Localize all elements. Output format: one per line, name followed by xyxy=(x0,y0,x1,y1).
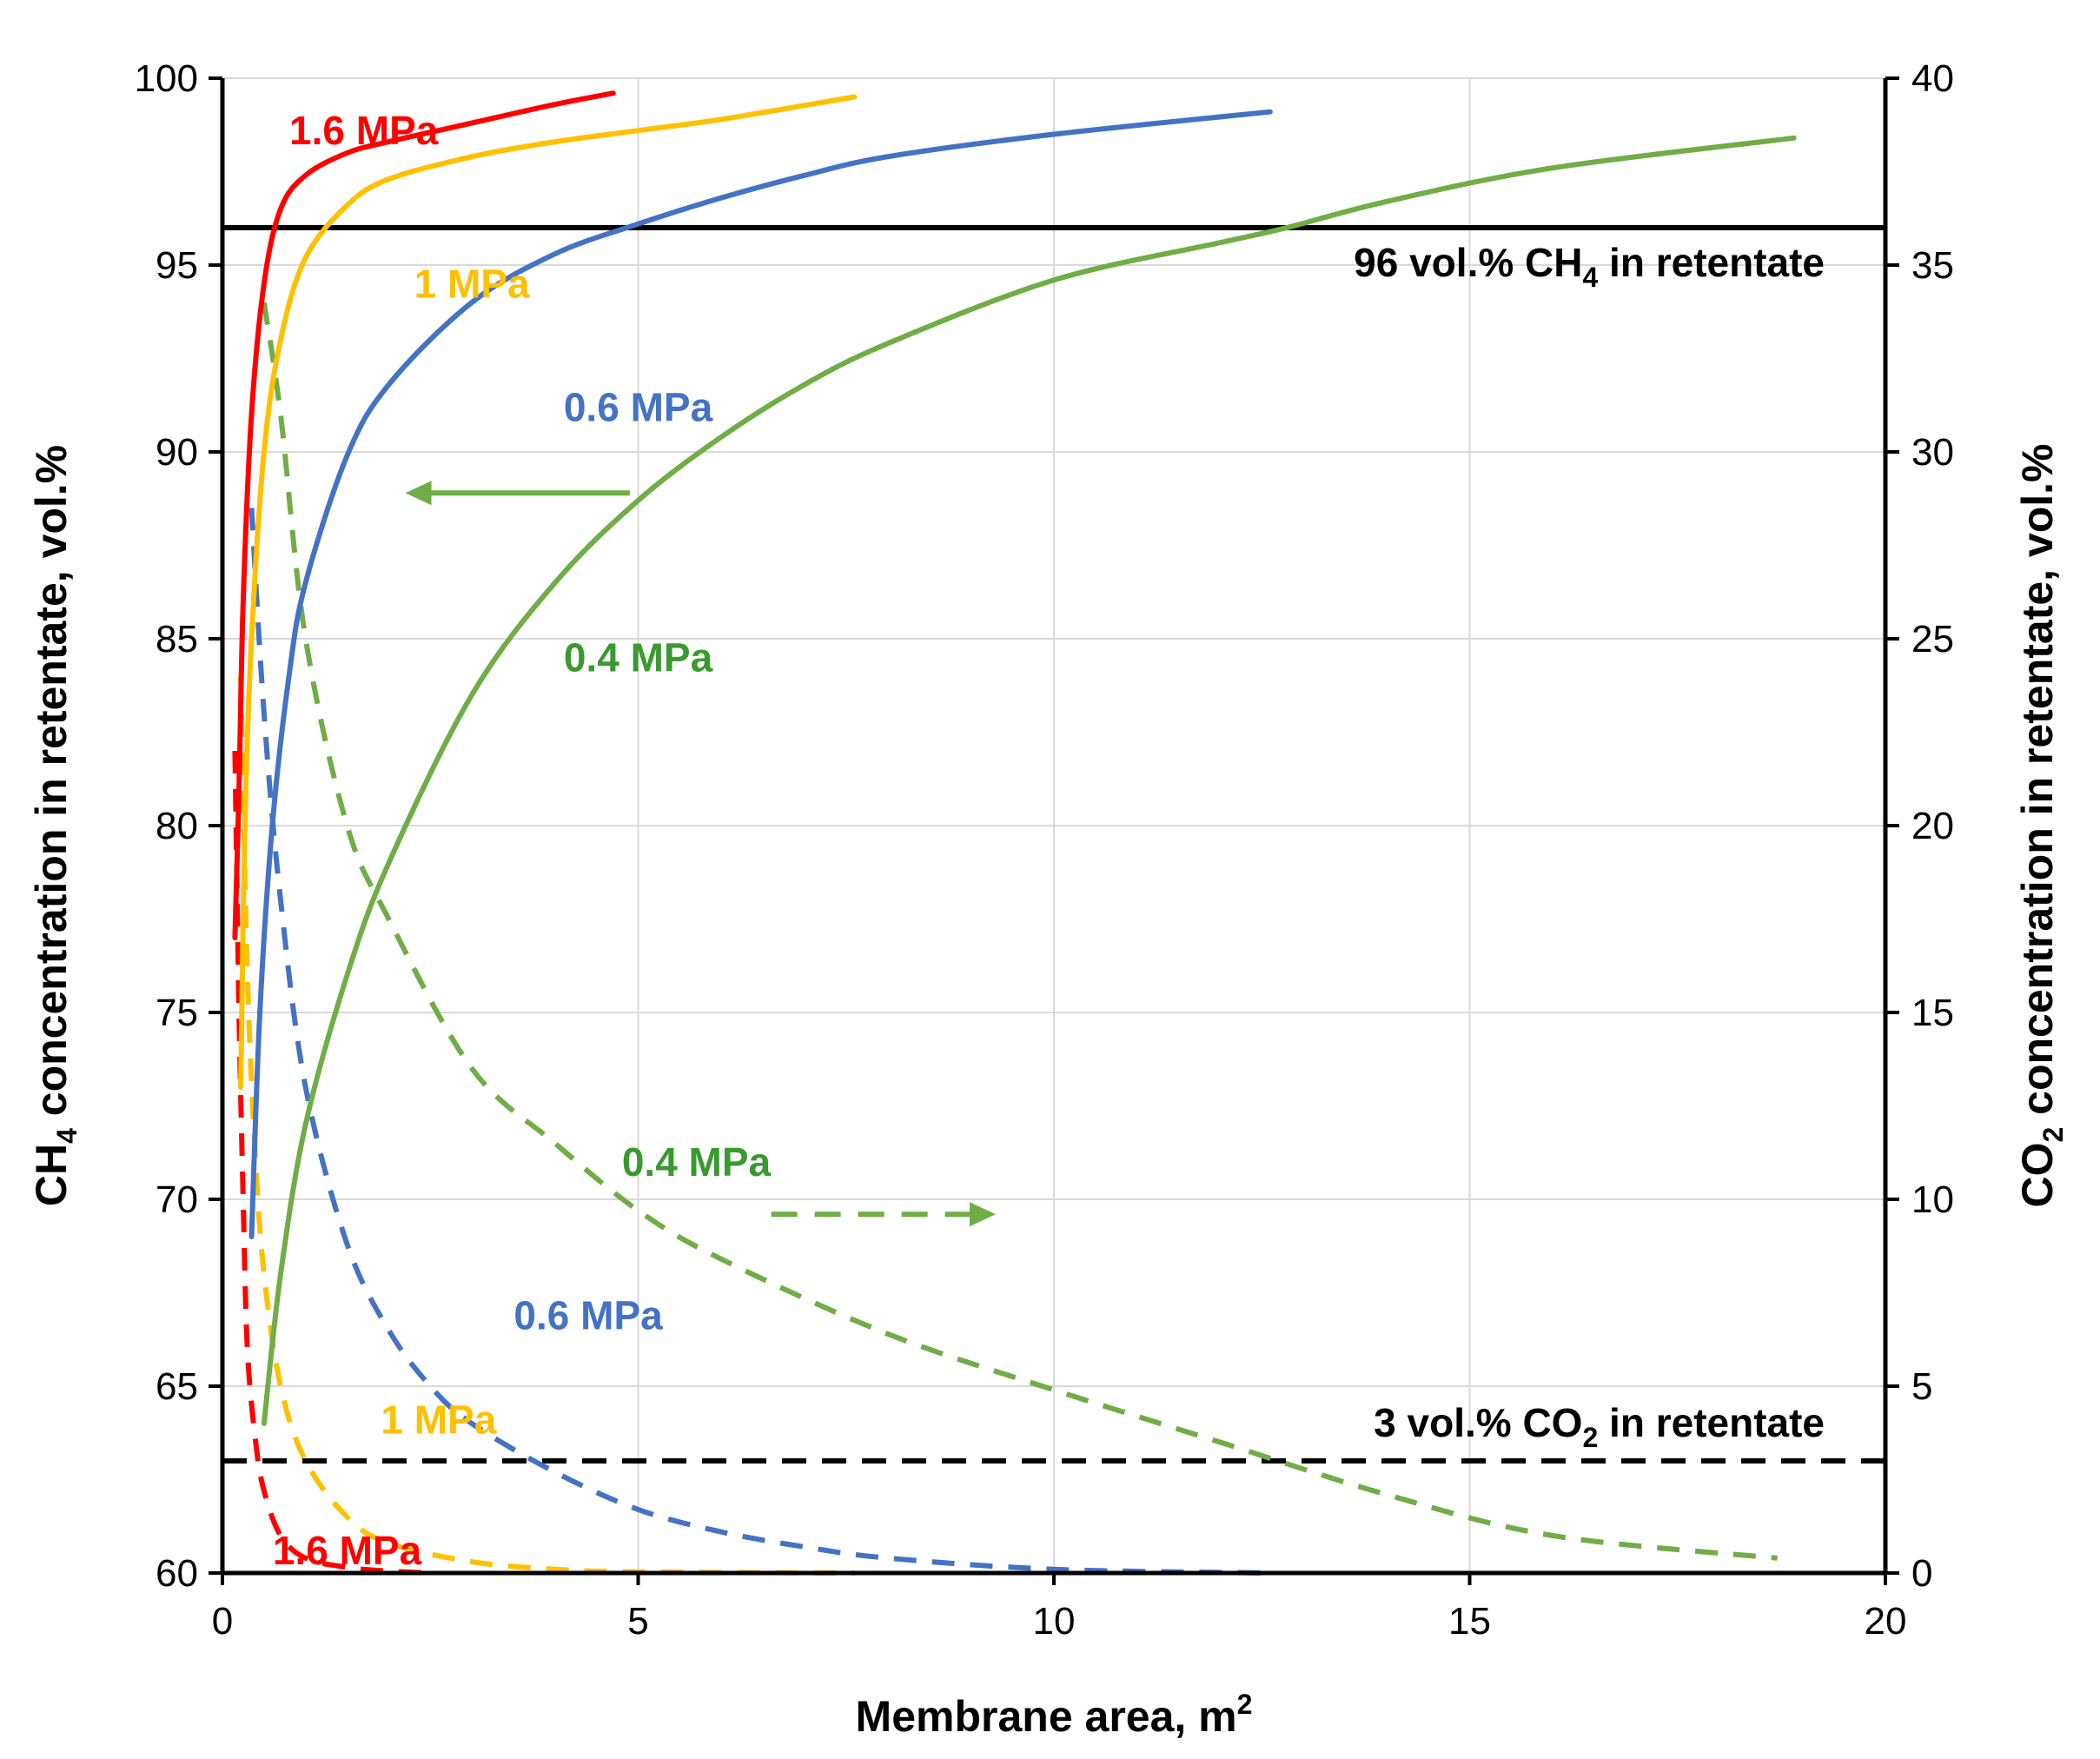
y-tick-label-right: 10 xyxy=(1911,1178,1954,1221)
y-tick-label-left: 85 xyxy=(156,618,198,660)
annotation-1-6-mpa-0: 1.6 MPa xyxy=(289,108,439,153)
annotation-0-6-mpa-5: 0.6 MPa xyxy=(513,1292,663,1338)
series-layer xyxy=(232,90,1797,1576)
annotation-1-mpa-6: 1 MPa xyxy=(381,1397,496,1443)
annotation-0-4-mpa-3: 0.4 MPa xyxy=(564,635,713,680)
axes-layer: 0 5 10 15 20 60 65 70 75 80 85 90 95 100 0 5 10 15 20 25 30 3… xyxy=(135,57,1954,1643)
y-axis-title-left: CH4 concentration in retentate, vol.% xyxy=(27,445,83,1206)
y-tick-label-right: 15 xyxy=(1911,992,1954,1034)
ch4-series-0-4-mpa xyxy=(261,135,1797,1426)
y-tick-label-right: 30 xyxy=(1911,431,1954,474)
x-tick-label: 0 xyxy=(212,1600,233,1643)
arrows-layer xyxy=(405,481,997,1227)
reference-label-dashed: 3 vol.% CO2 in retentate xyxy=(1374,1400,1825,1453)
x-tick-label: 10 xyxy=(1033,1600,1076,1643)
y-tick-label-left: 80 xyxy=(156,805,198,847)
y-tick-label-left: 60 xyxy=(156,1552,198,1595)
y-tick-label-right: 35 xyxy=(1911,244,1954,287)
y-tick-label-right: 25 xyxy=(1911,618,1954,660)
labels-layer: 96 vol.% CH4 in retentate 3 vol.% CO2 in … xyxy=(27,108,2069,1741)
ch4-series-0-6-mpa xyxy=(248,109,1273,1239)
arrow-right-head xyxy=(970,1202,997,1227)
x-axis-title: Membrane area, m2 xyxy=(856,1689,1253,1741)
x-tick-label: 5 xyxy=(627,1600,648,1643)
y-tick-label-left: 100 xyxy=(135,57,198,100)
annotation-0-4-mpa-4: 0.4 MPa xyxy=(622,1139,772,1185)
x-tick-label: 15 xyxy=(1448,1600,1491,1643)
arrow-left-head xyxy=(405,481,432,506)
y-tick-label-left: 75 xyxy=(156,992,198,1034)
y-tick-label-right: 20 xyxy=(1911,805,1954,847)
annotation-1-mpa-1: 1 MPa xyxy=(414,262,530,307)
grid-layer xyxy=(222,77,1885,1573)
y-tick-label-left: 70 xyxy=(156,1178,198,1221)
y-tick-label-left: 90 xyxy=(156,431,198,474)
reference-label-solid: 96 vol.% CH4 in retentate xyxy=(1354,240,1825,293)
ch4-series-1-6-mpa xyxy=(232,90,616,940)
annotation-1-6-mpa-7: 1.6 MPa xyxy=(273,1528,422,1573)
y-tick-label-right: 0 xyxy=(1911,1552,1932,1595)
co2-series-0-6-mpa xyxy=(248,508,1270,1576)
ch4-series-1-mpa xyxy=(238,94,858,1090)
x-tick-label: 20 xyxy=(1865,1600,1907,1643)
y-tick-label-left: 95 xyxy=(156,244,198,287)
co2-series-1-6-mpa xyxy=(232,750,431,1576)
co2-series-1-mpa xyxy=(238,675,855,1576)
y-tick-label-right: 5 xyxy=(1911,1365,1932,1408)
co2-series-0-4-mpa xyxy=(261,302,1778,1561)
y-tick-label-left: 65 xyxy=(156,1365,198,1408)
y-axis-title-right: CO2 concentration in retentate, vol.% xyxy=(2013,443,2069,1207)
y-tick-label-right: 40 xyxy=(1911,57,1954,100)
reference-lines xyxy=(222,225,1885,1464)
annotation-0-6-mpa-2: 0.6 MPa xyxy=(564,384,713,429)
